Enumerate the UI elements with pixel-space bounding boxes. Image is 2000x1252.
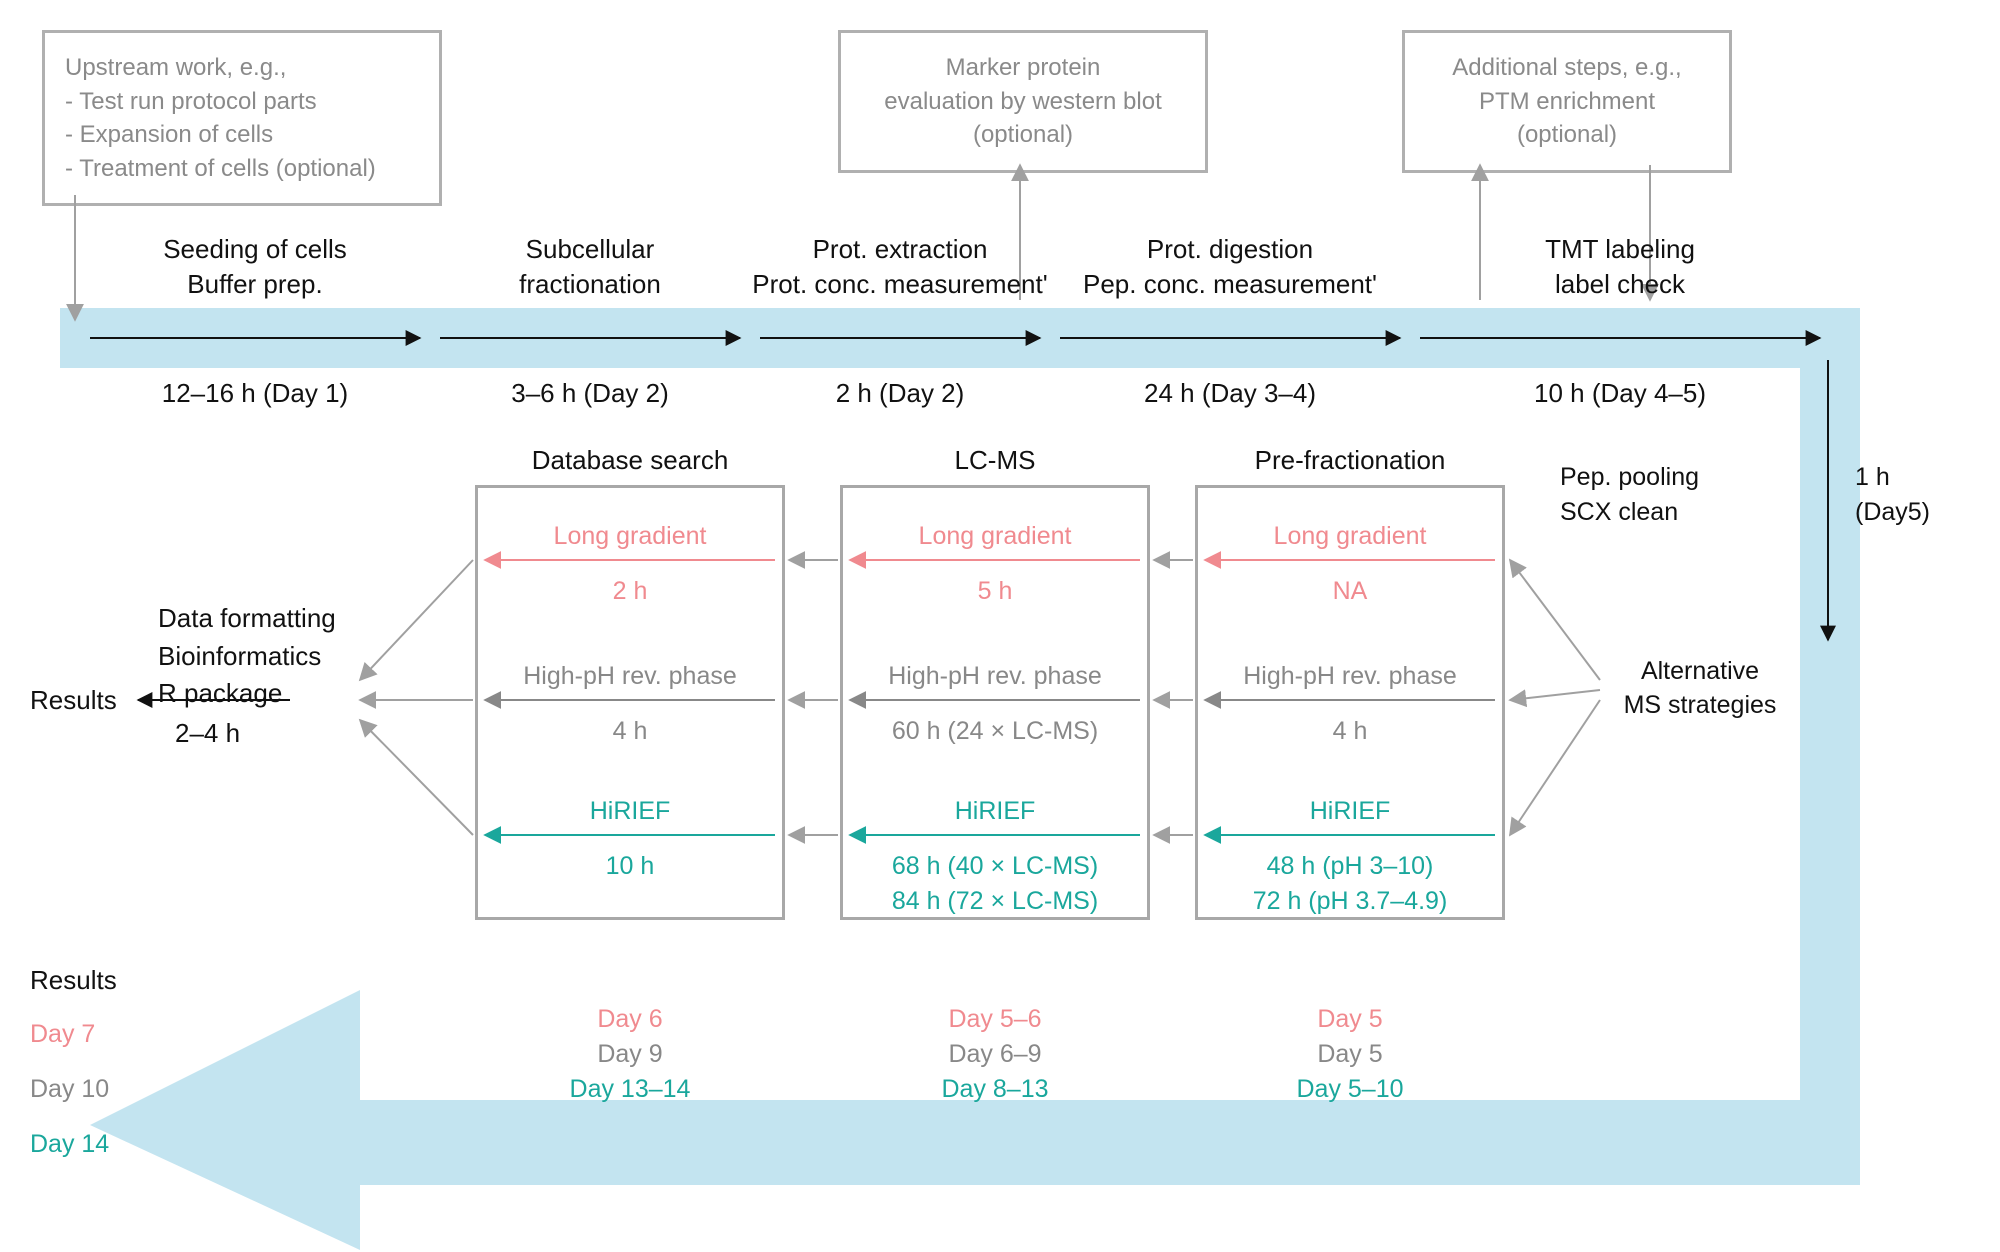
results-day-pink: Day 7 [30,1020,95,1049]
day-db-pink: Day 6 [475,1005,785,1034]
day-pre-gray: Day 5 [1195,1040,1505,1069]
day-db-teal: Day 13–14 [475,1075,785,1104]
left-final: Data formatting Bioinformatics R package [158,600,388,713]
day-lcms-pink: Day 5–6 [840,1005,1150,1034]
results-day-gray: Day 10 [30,1075,109,1104]
results-day-teal: Day 14 [30,1130,109,1159]
day-pre-pink: Day 5 [1195,1005,1505,1034]
day-lcms-gray: Day 6–9 [840,1040,1150,1069]
results-time: 2–4 h [175,718,240,749]
day-pre-teal: Day 5–10 [1195,1075,1505,1104]
day-db-gray: Day 9 [475,1040,785,1069]
day-lcms-teal: Day 8–13 [840,1075,1150,1104]
results-header: Results [30,965,117,996]
results-label: Results [30,685,117,716]
